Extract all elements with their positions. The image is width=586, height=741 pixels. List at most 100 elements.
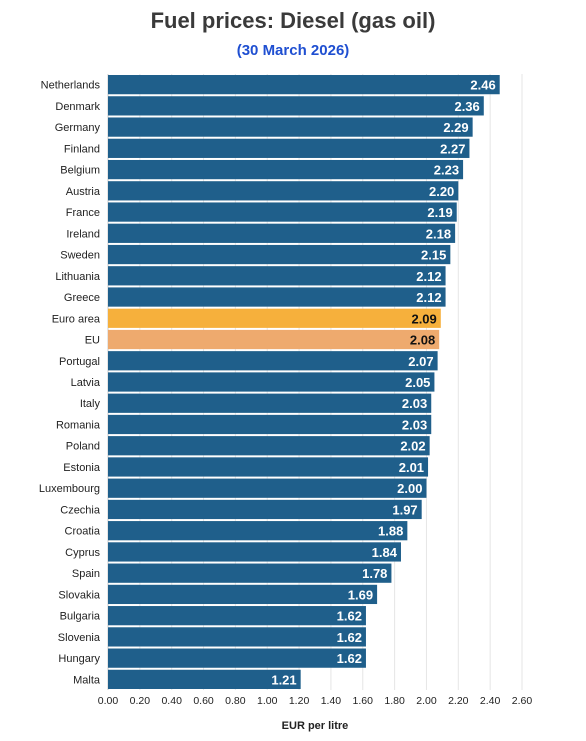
value-label: 1.62 (337, 651, 362, 666)
category-label: Slovakia (58, 589, 100, 601)
value-label: 2.03 (402, 396, 427, 411)
value-label: 1.88 (378, 524, 403, 539)
x-tick-label: 1.40 (321, 695, 342, 707)
bar-estonia (108, 457, 429, 477)
value-label: 2.18 (426, 226, 451, 241)
category-label: Slovenia (58, 632, 101, 644)
bar-slovenia (108, 627, 366, 647)
bar-lithuania (108, 266, 446, 286)
chart-subtitle: (30 March 2026) (236, 42, 350, 59)
x-tick-label: 1.80 (384, 695, 405, 707)
category-label: EU (85, 335, 100, 347)
category-label: Hungary (58, 653, 100, 665)
bar-austria (108, 181, 459, 201)
value-label: 2.12 (416, 269, 441, 284)
value-label: 1.84 (372, 545, 398, 560)
x-axis-title: EUR per litre (282, 720, 349, 732)
category-label: Belgium (60, 165, 100, 177)
category-label: Malta (73, 674, 101, 686)
category-label: Germany (55, 122, 101, 134)
bar-belgium (108, 159, 464, 180)
value-label: 2.36 (454, 99, 479, 114)
category-label: Romania (56, 419, 101, 431)
bar-denmark (108, 96, 484, 116)
bar-croatia (108, 521, 408, 541)
bar-portugal (108, 351, 438, 371)
value-label: 2.12 (416, 290, 441, 305)
bar-bulgaria (108, 606, 366, 626)
category-label: Cyprus (65, 547, 100, 559)
category-label: Lithuania (55, 271, 101, 283)
bar-spain (108, 563, 392, 583)
value-label: 2.08 (410, 333, 435, 348)
bar-euro-area (108, 308, 441, 328)
value-label: 2.09 (411, 311, 436, 326)
bar-finland (108, 138, 470, 158)
category-label: Ireland (66, 228, 100, 240)
bar-germany (108, 117, 473, 137)
bar-czechia (108, 499, 422, 520)
value-label: 2.27 (440, 141, 465, 156)
value-label: 2.03 (402, 417, 427, 432)
x-tick-labels: 0.00 0.20 0.40 0.60 0.80 1.00 1.20 1.40 1.60 1.80… (98, 695, 533, 707)
value-label: 1.62 (337, 609, 362, 624)
bar-sweden (108, 244, 451, 265)
category-label: Bulgaria (60, 611, 101, 623)
bar-poland (108, 436, 430, 456)
category-label: Austria (66, 186, 101, 198)
value-label: 1.62 (337, 630, 362, 645)
bar-latvia (108, 372, 435, 392)
category-label: Euro area (52, 313, 101, 325)
value-label: 2.46 (470, 78, 495, 93)
category-label: Poland (66, 441, 100, 453)
value-label: 2.19 (427, 205, 452, 220)
x-tick-label: 0.00 (98, 695, 119, 707)
bars: 2.46 2.36 2.29 2.27 2.23 2.20 2.19 2.18 2.15 2.12… (108, 75, 500, 689)
category-label: Sweden (60, 250, 100, 262)
bar-italy (108, 393, 432, 413)
value-label: 2.00 (397, 481, 422, 496)
category-label: France (66, 207, 100, 219)
x-tick-label: 2.60 (512, 695, 533, 707)
value-label: 2.01 (399, 460, 424, 475)
category-label: Estonia (63, 462, 101, 474)
bar-malta (108, 669, 301, 689)
value-label: 2.02 (400, 439, 425, 454)
category-label: Portugal (59, 356, 100, 368)
category-label: Finland (64, 143, 100, 155)
category-label: Croatia (65, 526, 101, 538)
value-label: 2.20 (429, 184, 454, 199)
bar-netherlands (108, 75, 500, 95)
bar-greece (108, 287, 446, 307)
value-label: 2.07 (408, 354, 433, 369)
value-label: 1.69 (348, 587, 373, 602)
value-label: 1.78 (362, 566, 387, 581)
category-label: Greece (64, 292, 100, 304)
bar-eu (108, 329, 440, 350)
x-tick-label: 0.60 (193, 695, 214, 707)
chart-title: Fuel prices: Diesel (gas oil) (150, 8, 436, 33)
bar-france (108, 202, 457, 222)
category-label: Denmark (55, 101, 100, 113)
bar-romania (108, 414, 432, 435)
category-label: Luxembourg (39, 483, 100, 495)
value-label: 2.29 (443, 120, 468, 135)
value-label: 2.15 (421, 248, 446, 263)
x-tick-label: 2.20 (448, 695, 469, 707)
x-tick-label: 1.60 (353, 695, 374, 707)
x-tick-label: 2.00 (416, 695, 437, 707)
category-labels: Netherlands Denmark Germany Finland Belgium A… (39, 80, 101, 687)
bar-slovakia (108, 584, 378, 605)
x-tick-label: 2.40 (480, 695, 501, 707)
category-label: Latvia (71, 377, 101, 389)
category-label: Netherlands (41, 80, 101, 92)
value-label: 2.23 (434, 163, 459, 178)
value-label: 1.21 (271, 672, 296, 687)
x-tick-label: 0.80 (225, 695, 246, 707)
bar-ireland (108, 223, 456, 243)
x-tick-label: 1.20 (289, 695, 310, 707)
category-label: Czechia (60, 504, 101, 516)
category-label: Spain (72, 568, 100, 580)
bar-luxembourg (108, 478, 427, 498)
